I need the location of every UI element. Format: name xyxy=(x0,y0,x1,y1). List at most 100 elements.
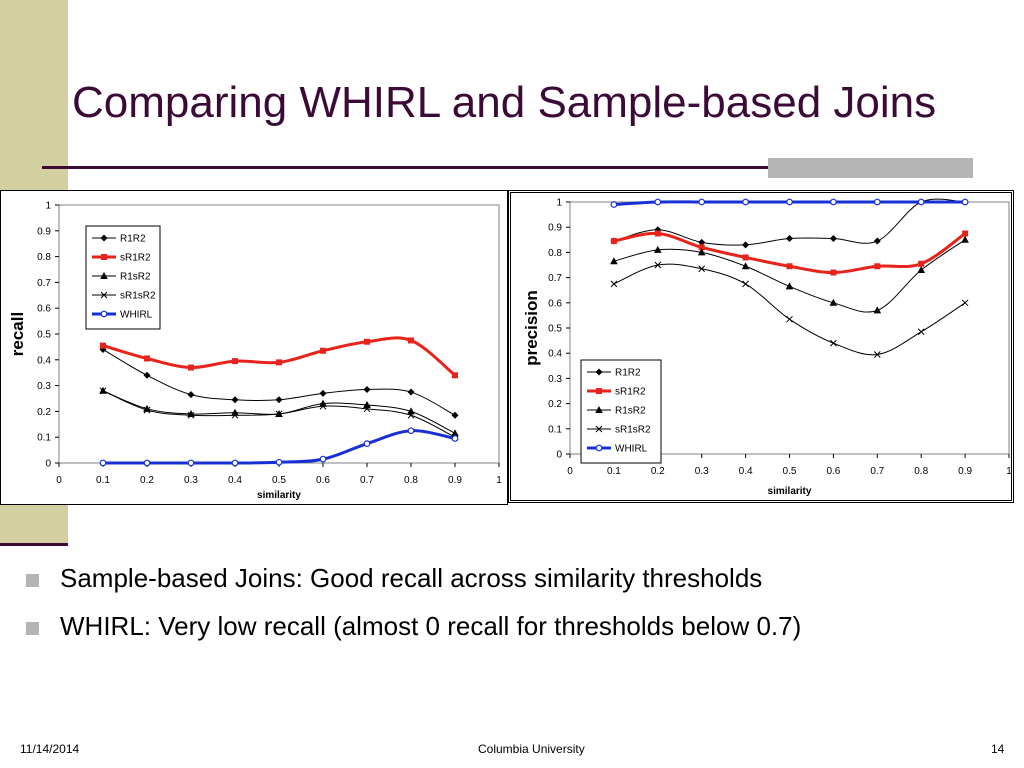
data-point xyxy=(741,262,750,270)
x-tick-label: 0.5 xyxy=(272,475,286,486)
series-sR1R2 xyxy=(100,336,458,379)
data-point xyxy=(917,266,925,274)
bullet-square-icon xyxy=(26,574,39,587)
legend-box xyxy=(85,225,161,330)
data-point xyxy=(697,248,706,256)
data-point xyxy=(187,459,195,467)
data-point xyxy=(143,459,151,467)
data-point xyxy=(830,198,837,206)
x-axis-label: similarity xyxy=(768,486,812,497)
data-point xyxy=(319,389,327,397)
legend-marker xyxy=(595,444,603,452)
y-tick-label: 1 xyxy=(45,201,51,212)
y-tick-label: 0.2 xyxy=(548,399,562,410)
data-point xyxy=(874,263,881,270)
data-point xyxy=(961,198,969,206)
legend-label: sR1sR2 xyxy=(120,291,156,302)
x-axis-label: similarity xyxy=(257,490,301,501)
data-point xyxy=(917,328,925,336)
data-point xyxy=(275,458,283,466)
x-tick-label: 0.4 xyxy=(739,466,753,477)
data-point xyxy=(231,411,239,419)
data-point xyxy=(187,391,195,399)
x-tick-label: 0.3 xyxy=(695,466,709,477)
data-point xyxy=(363,440,371,448)
legend-marker xyxy=(595,368,603,376)
y-axis-label: recall xyxy=(8,312,27,356)
legend: R1R2 sR1R2 R1sR2 sR1sR2 WHIRL xyxy=(85,225,161,330)
x-tick-label: 0.9 xyxy=(448,475,462,486)
legend-label: sR1R2 xyxy=(615,387,646,398)
data-point xyxy=(100,342,106,349)
data-point xyxy=(231,459,239,467)
data-point xyxy=(363,400,371,408)
title-accent-bar xyxy=(768,158,973,178)
bullet-text: Sample-based Joins: Good recall across s… xyxy=(60,563,763,593)
data-point xyxy=(232,358,238,365)
data-point xyxy=(830,339,837,347)
data-point xyxy=(785,282,794,290)
data-point xyxy=(610,201,618,208)
data-point xyxy=(231,396,239,404)
data-point xyxy=(873,198,881,206)
x-tick-label: 0.7 xyxy=(870,466,884,477)
series-sR1sR2 xyxy=(610,261,969,358)
data-point xyxy=(99,387,107,395)
y-tick-label: 0.9 xyxy=(548,223,562,234)
legend-label: sR1sR2 xyxy=(615,425,651,436)
data-point xyxy=(786,198,793,206)
footer-organization: Columbia University xyxy=(478,742,585,756)
data-point xyxy=(188,364,194,371)
y-axis-label: precision xyxy=(522,290,541,366)
data-point xyxy=(654,261,662,269)
data-point xyxy=(143,371,151,379)
data-point xyxy=(829,235,837,243)
y-tick-label: 0.7 xyxy=(37,278,51,289)
legend-label: R1sR2 xyxy=(120,272,151,283)
recall-chart-panel: 0 0.1 0.2 0.3 0.4 0.5 0.6 0.7 0.8 0.9 1 0 0.1 0.2 0.3 0… xyxy=(0,190,508,505)
legend-marker xyxy=(100,234,108,242)
y-tick-label: 1 xyxy=(556,198,562,209)
data-point xyxy=(276,359,282,366)
legend-marker xyxy=(100,272,108,279)
bullet-text: WHIRL: Very low recall (almost 0 recall … xyxy=(60,611,802,641)
data-point xyxy=(610,238,617,245)
x-tick-label: 0.4 xyxy=(228,475,242,486)
data-point xyxy=(407,407,415,415)
data-point xyxy=(654,245,662,253)
x-tick-label: 0.5 xyxy=(783,466,797,477)
data-point xyxy=(364,338,370,345)
series-sR1R2 xyxy=(610,230,969,276)
data-point xyxy=(873,306,882,314)
data-point xyxy=(275,396,283,404)
legend-label: R1R2 xyxy=(615,368,641,379)
data-point xyxy=(407,427,415,435)
legend-marker xyxy=(595,406,603,413)
data-point xyxy=(786,263,793,270)
x-tick-label: 0.6 xyxy=(826,466,840,477)
legend-marker xyxy=(101,254,107,260)
data-point xyxy=(742,254,749,261)
y-tick-label: 0.5 xyxy=(37,330,51,341)
legend: R1R2 sR1R2 R1sR2 sR1sR2 WHIRL xyxy=(580,359,662,464)
series-line xyxy=(103,429,456,465)
data-point xyxy=(99,459,107,467)
x-tick-label: 0 xyxy=(56,475,62,486)
data-point xyxy=(830,269,837,276)
y-tick-label: 0 xyxy=(556,450,562,461)
series-R1R2 xyxy=(610,198,969,249)
x-tick-label: 0.7 xyxy=(360,475,374,486)
data-point xyxy=(786,235,793,243)
legend-label: WHIRL xyxy=(120,310,153,321)
data-point xyxy=(742,198,750,206)
series-R1R2 xyxy=(99,345,459,419)
data-point xyxy=(610,280,618,288)
series-WHIRL xyxy=(610,198,969,208)
data-point xyxy=(829,298,838,306)
data-point xyxy=(363,405,371,413)
data-point xyxy=(610,257,618,265)
x-tick-label: 0.9 xyxy=(958,466,972,477)
data-point xyxy=(407,388,415,396)
data-point xyxy=(742,241,750,249)
left-decor-rule xyxy=(0,543,68,546)
